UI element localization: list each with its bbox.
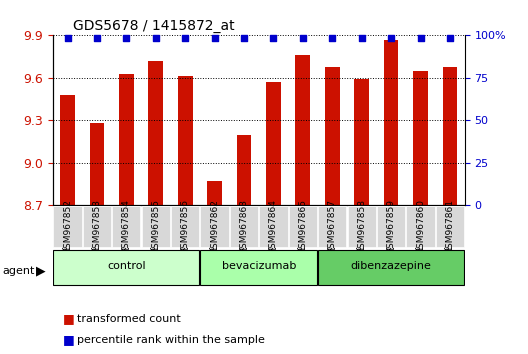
Bar bbox=[119, 74, 134, 205]
Bar bbox=[442, 67, 457, 205]
Text: control: control bbox=[107, 262, 146, 272]
Text: GSM967863: GSM967863 bbox=[240, 199, 249, 254]
Bar bbox=[384, 40, 399, 205]
Bar bbox=[60, 95, 75, 205]
FancyBboxPatch shape bbox=[53, 250, 199, 285]
FancyBboxPatch shape bbox=[318, 206, 346, 247]
Text: GSM967853: GSM967853 bbox=[92, 199, 101, 254]
Bar bbox=[413, 71, 428, 205]
Bar bbox=[207, 181, 222, 205]
Bar bbox=[296, 55, 310, 205]
Point bbox=[299, 35, 307, 41]
Text: ▶: ▶ bbox=[36, 264, 45, 277]
FancyBboxPatch shape bbox=[289, 206, 317, 247]
Text: dibenzazepine: dibenzazepine bbox=[351, 262, 431, 272]
FancyBboxPatch shape bbox=[83, 206, 111, 247]
Bar bbox=[237, 135, 251, 205]
Point bbox=[387, 35, 395, 41]
Point bbox=[93, 35, 101, 41]
Text: agent: agent bbox=[3, 266, 35, 276]
Text: ■: ■ bbox=[63, 333, 75, 346]
FancyBboxPatch shape bbox=[436, 206, 464, 247]
Point bbox=[357, 35, 366, 41]
Bar bbox=[325, 67, 340, 205]
FancyBboxPatch shape bbox=[53, 206, 82, 247]
Point bbox=[181, 35, 190, 41]
Bar bbox=[178, 76, 193, 205]
Point bbox=[446, 35, 454, 41]
Text: GSM967865: GSM967865 bbox=[298, 199, 307, 254]
Point bbox=[240, 35, 248, 41]
FancyBboxPatch shape bbox=[259, 206, 288, 247]
FancyBboxPatch shape bbox=[377, 206, 405, 247]
Text: percentile rank within the sample: percentile rank within the sample bbox=[77, 335, 265, 345]
Point bbox=[63, 35, 72, 41]
FancyBboxPatch shape bbox=[318, 250, 464, 285]
Text: GSM967860: GSM967860 bbox=[416, 199, 425, 254]
Text: GDS5678 / 1415872_at: GDS5678 / 1415872_at bbox=[73, 19, 235, 33]
Bar bbox=[90, 123, 105, 205]
Text: GSM967861: GSM967861 bbox=[446, 199, 455, 254]
FancyBboxPatch shape bbox=[407, 206, 435, 247]
Point bbox=[416, 35, 425, 41]
Text: GSM967855: GSM967855 bbox=[151, 199, 161, 254]
FancyBboxPatch shape bbox=[142, 206, 170, 247]
Bar bbox=[266, 82, 281, 205]
Text: GSM967852: GSM967852 bbox=[63, 199, 72, 254]
Bar bbox=[354, 79, 369, 205]
Text: ■: ■ bbox=[63, 312, 75, 325]
Text: GSM967857: GSM967857 bbox=[328, 199, 337, 254]
Text: GSM967854: GSM967854 bbox=[122, 199, 131, 254]
Text: GSM967856: GSM967856 bbox=[181, 199, 190, 254]
Text: GSM967864: GSM967864 bbox=[269, 199, 278, 254]
Text: GSM967858: GSM967858 bbox=[357, 199, 366, 254]
Text: bevacizumab: bevacizumab bbox=[222, 262, 296, 272]
FancyBboxPatch shape bbox=[201, 250, 317, 285]
FancyBboxPatch shape bbox=[112, 206, 140, 247]
FancyBboxPatch shape bbox=[230, 206, 258, 247]
FancyBboxPatch shape bbox=[171, 206, 199, 247]
Point bbox=[122, 35, 130, 41]
Point bbox=[269, 35, 278, 41]
FancyBboxPatch shape bbox=[347, 206, 376, 247]
Text: GSM967859: GSM967859 bbox=[386, 199, 395, 254]
Point bbox=[152, 35, 160, 41]
Text: transformed count: transformed count bbox=[77, 314, 180, 324]
Point bbox=[328, 35, 336, 41]
Bar bbox=[148, 61, 163, 205]
Point bbox=[210, 35, 219, 41]
Text: GSM967862: GSM967862 bbox=[210, 199, 219, 254]
FancyBboxPatch shape bbox=[201, 206, 229, 247]
